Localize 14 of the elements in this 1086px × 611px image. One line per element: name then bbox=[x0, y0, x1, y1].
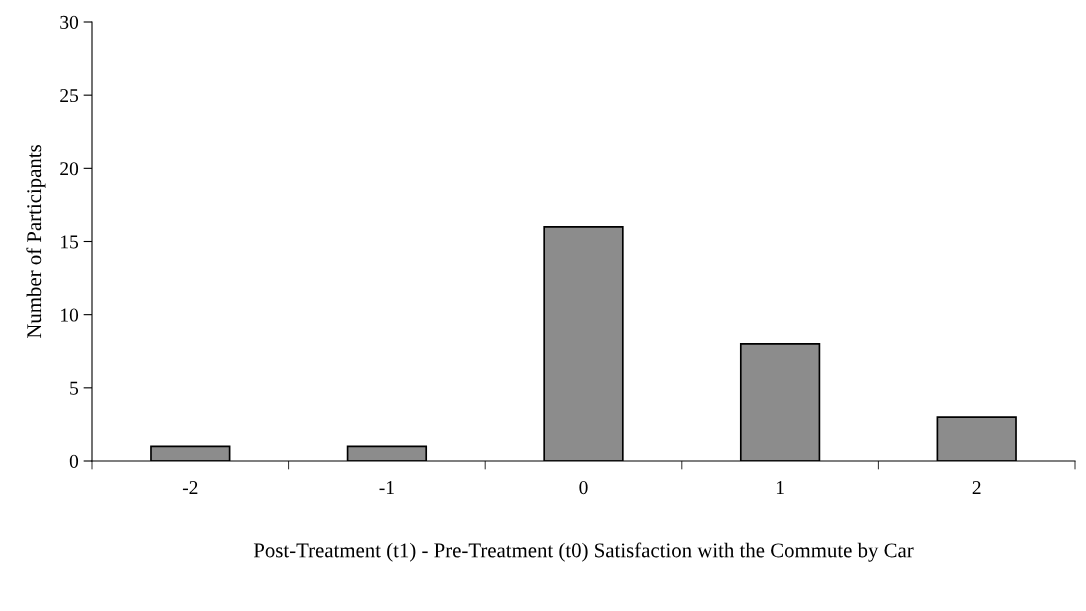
y-tick-label: 25 bbox=[60, 89, 79, 103]
y-tick-label: 5 bbox=[70, 381, 79, 395]
y-axis-title: Number of Participants bbox=[26, 145, 46, 339]
x-tick-label: -2 bbox=[182, 481, 198, 494]
x-tick-label: 0 bbox=[579, 481, 588, 495]
y-tick-label: 30 bbox=[60, 15, 79, 29]
y-tick-label: 15 bbox=[61, 235, 79, 249]
y-tick-label: 0 bbox=[69, 454, 79, 468]
y-tick-label: 20 bbox=[60, 162, 79, 176]
x-tick-label: 2 bbox=[972, 481, 981, 494]
y-tick-label: 10 bbox=[61, 308, 79, 322]
x-axis-title: Post-Treatment (t1) - Pre-Treatment (t0) Satisfaction with the Commute by Car bbox=[253, 542, 914, 562]
x-tick-label: 1 bbox=[776, 481, 784, 494]
x-tick-label: -1 bbox=[379, 481, 394, 494]
